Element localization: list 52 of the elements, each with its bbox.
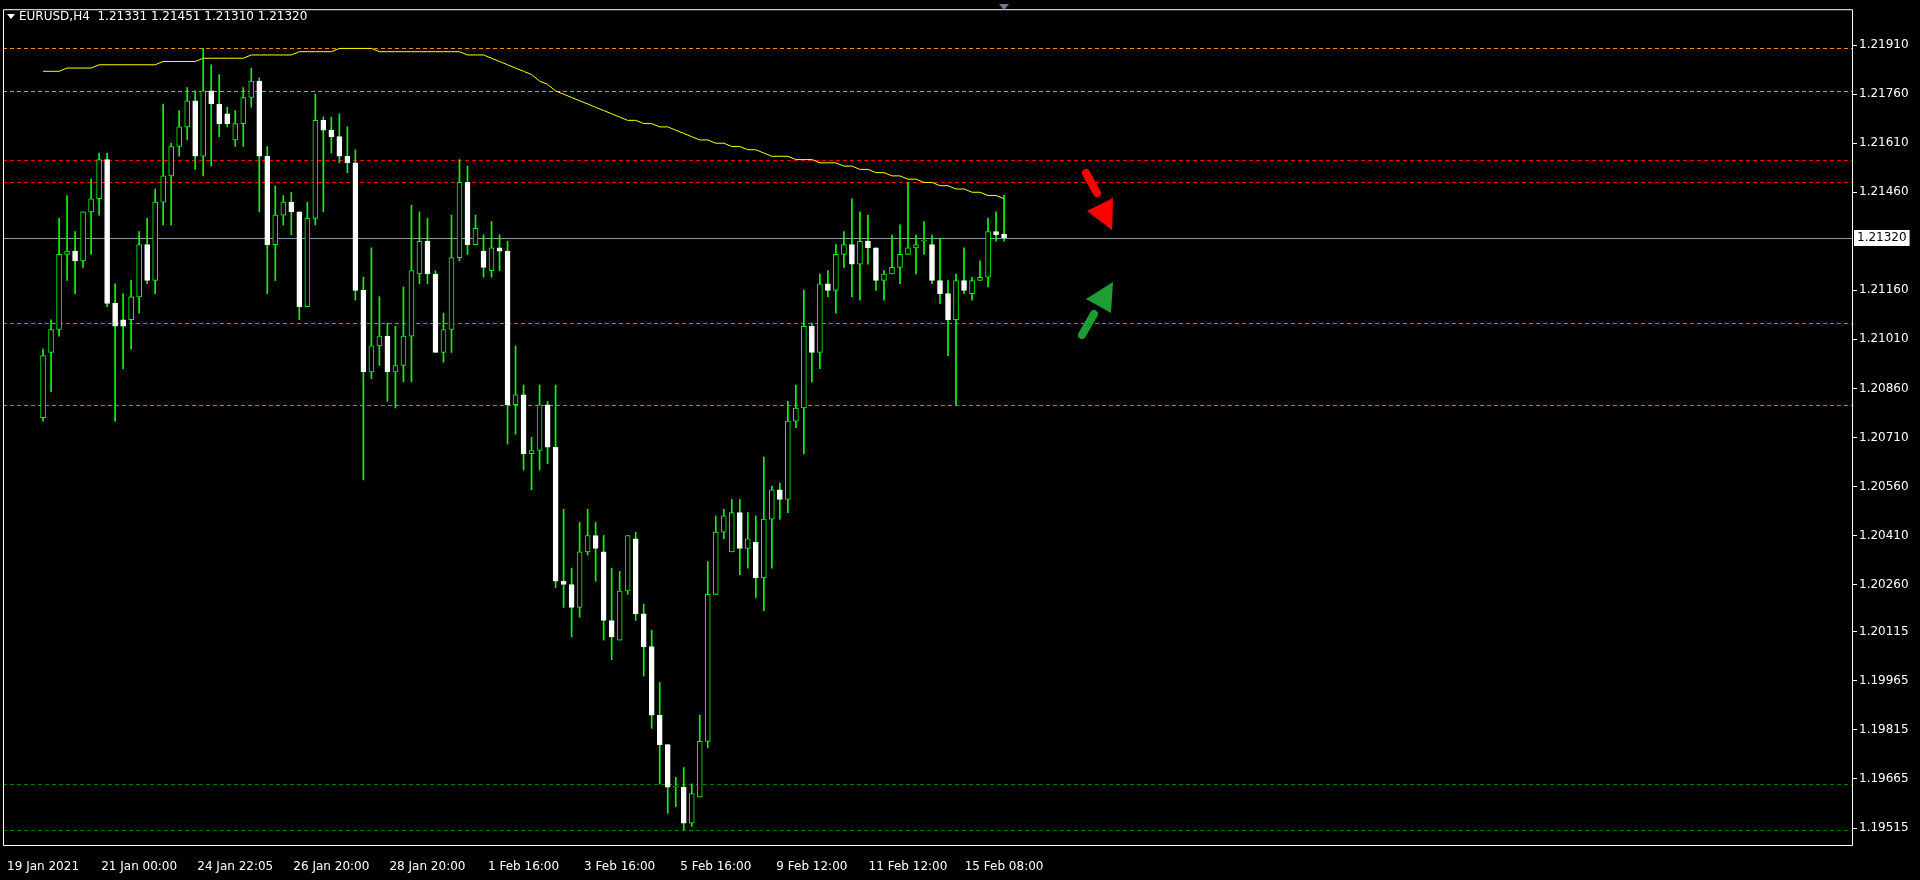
y-tick-label: 1.21460 [1859,184,1909,199]
candlestick [889,234,895,275]
y-tick-label: 1.20410 [1859,527,1909,542]
y-tick-label: 1.21610 [1859,135,1909,150]
y-tick-label: 1.19815 [1859,722,1909,737]
y-tick-label: 1.21010 [1859,331,1909,346]
y-tick-label: 1.19665 [1859,771,1909,786]
candlestick [897,224,903,285]
candlestick [849,198,855,298]
y-tick-label: 1.20560 [1859,478,1909,493]
candlestick [1001,194,1007,242]
x-tick-label: 9 Feb 12:00 [776,859,848,874]
candlestick [72,231,78,294]
candlestick [913,234,919,275]
candlestick [88,178,94,255]
candlestick [881,270,887,301]
y-tick-label: 1.21910 [1859,37,1909,52]
candlestick [865,214,871,265]
x-tick-label: 21 Jan 00:00 [101,859,178,874]
candlestick [993,211,999,242]
y-tick-label: 1.21760 [1859,86,1909,101]
candlestick [977,260,983,281]
candlestick [160,103,166,226]
candlestick [744,512,751,569]
candlestick [937,237,943,304]
y-tick-label: 1.20260 [1859,576,1909,591]
y-tick-label: 1.20115 [1859,624,1909,639]
x-tick-label: 3 Feb 16:00 [584,859,656,874]
x-tick-label: 1 Feb 16:00 [488,859,560,874]
chart-title: EURUSD,H4 1.21331 1.21451 1.21310 1.21320 [19,9,308,23]
candlestick [905,182,911,255]
candlestick [288,191,295,236]
y-tick-label: 1.20860 [1859,380,1909,395]
ref-line-label: 1.21320 [1857,230,1907,245]
y-tick-label: 1.19965 [1859,673,1909,688]
x-tick-label: 26 Jan 20:00 [293,859,370,874]
candlestick [112,283,118,422]
x-tick-label: 15 Feb 08:00 [964,859,1044,874]
candlestick [921,221,927,255]
x-tick-label: 5 Feb 16:00 [680,859,752,874]
x-tick-label: 19 Jan 2021 [7,859,80,874]
candlestick [961,247,967,294]
x-tick-label: 24 Jan 22:05 [197,859,274,874]
y-tick-label: 1.21160 [1859,282,1909,297]
x-tick-label: 28 Jan 20:00 [389,859,466,874]
candlestick [208,64,215,167]
y-tick-label: 1.20710 [1859,429,1909,444]
candlestick [120,293,126,370]
x-tick-label: 11 Feb 12:00 [868,859,948,874]
candlestick [672,777,679,808]
y-tick-label: 1.19515 [1859,820,1909,835]
candlestick [64,195,70,281]
